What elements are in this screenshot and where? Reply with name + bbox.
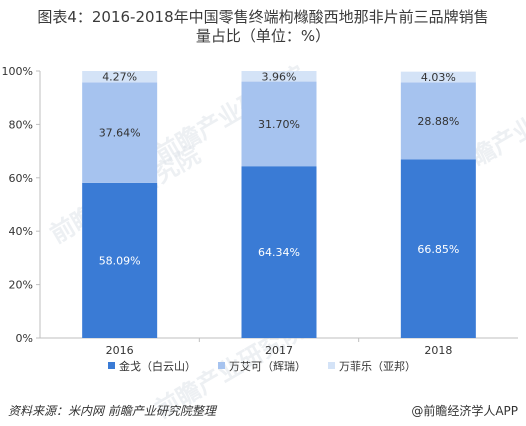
publisher-credit: @前瞻经济学人APP	[411, 404, 518, 418]
legend-label: 万菲乐（亚邦）	[339, 360, 416, 373]
data-label: 64.34%	[258, 246, 300, 259]
chart-title-line1: 图表4：2016-2018年中国零售终端枸橼酸西地那非片前三品牌销售	[37, 8, 489, 26]
chart-title-line2: 量占比（单位：%）	[195, 27, 331, 45]
data-label: 4.03%	[421, 71, 456, 84]
legend-label: 万艾可（辉瑞）	[229, 359, 306, 373]
legend-swatch	[328, 362, 335, 369]
bar-segment	[400, 82, 476, 160]
data-label: 31.70%	[258, 118, 300, 131]
y-tick-label: 20%	[9, 279, 33, 292]
legend-swatch	[218, 362, 225, 369]
data-label: 58.09%	[99, 254, 141, 267]
data-label: 28.88%	[417, 115, 459, 128]
bar-segment	[400, 159, 476, 338]
bar-segment	[241, 71, 317, 82]
x-tick-label: 2016	[106, 344, 134, 357]
data-label: 3.96%	[262, 70, 297, 83]
bar-segment	[82, 71, 158, 83]
y-tick-label: 60%	[9, 172, 33, 185]
data-label: 37.64%	[99, 127, 141, 140]
data-label: 66.85%	[417, 243, 459, 256]
x-tick-label: 2018	[424, 344, 452, 357]
bar-segment	[82, 182, 158, 338]
source-note: 资料来源：米内网 前瞻产业研究院整理	[8, 404, 216, 418]
data-label: 4.27%	[102, 71, 137, 84]
y-tick-label: 100%	[2, 65, 33, 78]
bar-segment	[400, 71, 476, 83]
y-tick-label: 40%	[9, 225, 33, 238]
chart-title: 图表4：2016-2018年中国零售终端枸橼酸西地那非片前三品牌销售 量占比（单…	[0, 8, 526, 46]
bar-segment	[241, 81, 317, 167]
bar-segment	[241, 166, 317, 338]
legend-label: 金戈（白云山）	[119, 359, 196, 373]
y-tick-label: 0%	[16, 332, 33, 345]
legend-swatch	[108, 362, 115, 369]
y-tick-label: 80%	[9, 118, 33, 131]
x-tick-label: 2017	[265, 344, 293, 357]
bar-segment	[82, 82, 158, 183]
